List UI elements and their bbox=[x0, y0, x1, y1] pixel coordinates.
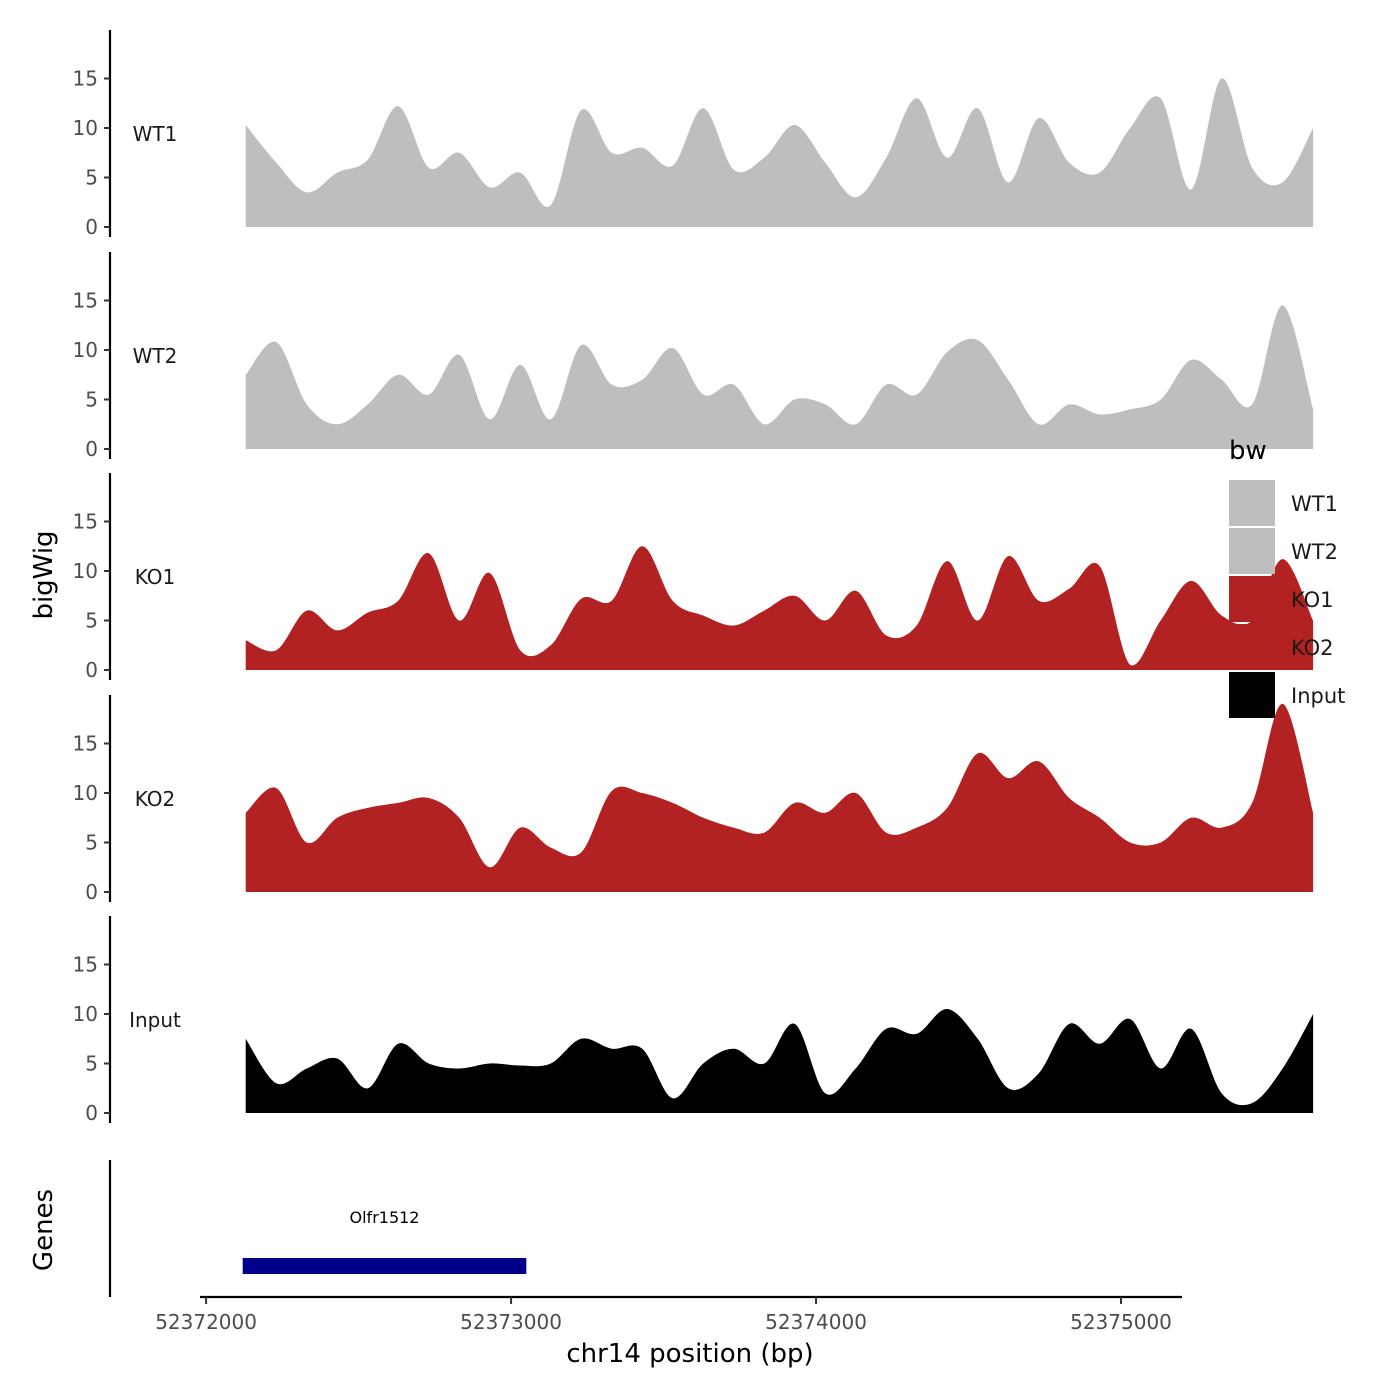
y-tick-label: 0 bbox=[85, 437, 98, 461]
coverage-area-ko1 bbox=[245, 546, 1314, 670]
y-tick-label: 10 bbox=[73, 559, 98, 583]
y-tick-label: 15 bbox=[73, 510, 98, 534]
x-tick-label: 52372000 bbox=[155, 1310, 257, 1334]
track-label-input: Input bbox=[129, 1008, 181, 1032]
legend-key-wt1 bbox=[1229, 480, 1275, 526]
track-label-ko1: KO1 bbox=[135, 565, 176, 589]
y-tick-label: 0 bbox=[85, 658, 98, 682]
track-ko2: 0 5 10 15 KO2 bbox=[73, 695, 1314, 904]
genes-track: Olfr1512 bbox=[108, 1160, 527, 1297]
track-wt1: 0 5 10 15 WT1 bbox=[73, 30, 1314, 239]
coverage-area-input bbox=[245, 1008, 1314, 1113]
y-tick-label: 5 bbox=[85, 831, 98, 855]
track-label-ko2: KO2 bbox=[135, 787, 176, 811]
y-tick-label: 5 bbox=[85, 609, 98, 633]
legend-label-ko1: KO1 bbox=[1291, 588, 1334, 612]
gene-label: Olfr1512 bbox=[350, 1208, 420, 1227]
track-ko1: 0 5 10 15 KO1 bbox=[73, 473, 1314, 682]
genes-track-title: Genes bbox=[29, 1189, 59, 1271]
y-tick-label: 0 bbox=[85, 1101, 98, 1125]
legend: bw WT1 WT2 KO1 KO2 Input bbox=[1229, 436, 1345, 718]
legend-label-ko2: KO2 bbox=[1291, 636, 1334, 660]
x-tick-label: 52375000 bbox=[1070, 1310, 1172, 1334]
y-tick-label: 10 bbox=[73, 338, 98, 362]
legend-label-wt2: WT2 bbox=[1291, 540, 1338, 564]
y-tick-label: 15 bbox=[73, 953, 98, 977]
x-axis-title: chr14 position (bp) bbox=[566, 1339, 813, 1369]
legend-key-ko1 bbox=[1229, 576, 1275, 622]
y-axis-title: bigWig bbox=[29, 530, 59, 619]
x-axis: 52372000 52373000 52374000 52375000 bbox=[155, 1295, 1182, 1334]
coverage-area-wt1 bbox=[245, 78, 1314, 227]
track-label-wt2: WT2 bbox=[133, 344, 178, 368]
y-tick-label: 0 bbox=[85, 880, 98, 904]
track-wt2: 0 5 10 15 WT2 bbox=[73, 252, 1314, 461]
legend-label-wt1: WT1 bbox=[1291, 492, 1338, 516]
y-tick-label: 15 bbox=[73, 732, 98, 756]
coverage-area-ko2 bbox=[245, 703, 1314, 892]
y-tick-label: 5 bbox=[85, 166, 98, 190]
coverage-area-wt2 bbox=[245, 305, 1314, 449]
y-tick-label: 5 bbox=[85, 1052, 98, 1076]
tracks-layer: 0 5 10 15 WT1 0 5 10 15 WT2 0 5 10 15 KO1 0 5 10 15 KO2 0 5 10… bbox=[73, 30, 1314, 1125]
legend-title: bw bbox=[1229, 436, 1267, 466]
y-tick-label: 10 bbox=[73, 116, 98, 140]
track-label-wt1: WT1 bbox=[133, 122, 178, 146]
legend-key-ko2 bbox=[1229, 624, 1275, 670]
y-tick-label: 15 bbox=[73, 67, 98, 91]
legend-key-input bbox=[1229, 672, 1275, 718]
y-tick-label: 0 bbox=[85, 215, 98, 239]
y-tick-label: 5 bbox=[85, 388, 98, 412]
track-input: 0 5 10 15 Input bbox=[73, 916, 1314, 1125]
gene-bar bbox=[242, 1258, 527, 1274]
x-tick-label: 52374000 bbox=[765, 1310, 867, 1334]
y-tick-label: 15 bbox=[73, 289, 98, 313]
y-tick-label: 10 bbox=[73, 781, 98, 805]
legend-label-input: Input bbox=[1291, 684, 1345, 708]
legend-key-wt2 bbox=[1229, 528, 1275, 574]
y-tick-label: 10 bbox=[73, 1002, 98, 1026]
x-tick-label: 52373000 bbox=[460, 1310, 562, 1334]
